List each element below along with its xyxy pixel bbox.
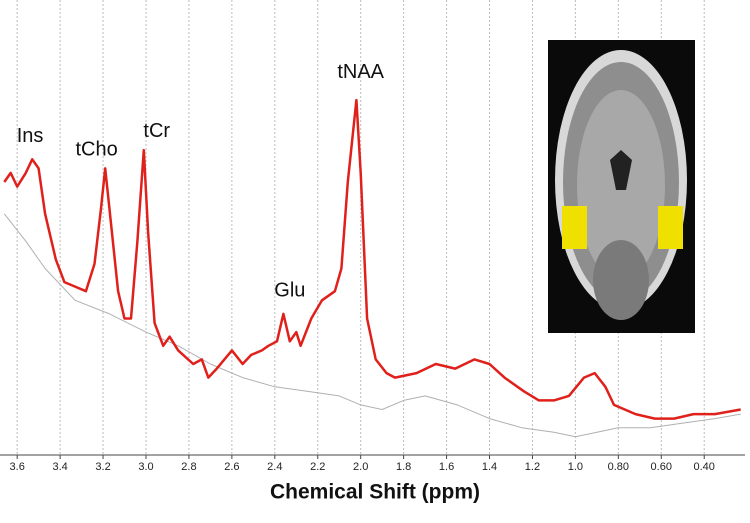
x-tick-label: 2.6 [224,461,239,473]
x-tick-label: 3.2 [95,461,110,473]
x-tick-label: 1.6 [439,461,454,473]
x-tick-label: 3.4 [52,461,67,473]
x-tick-label: 2.4 [267,461,282,473]
x-tick-label: 1.8 [396,461,411,473]
x-tick-label: 1.4 [482,461,497,473]
peak-label: tNAA [337,61,384,83]
x-tick-label: 0.80 [608,461,629,473]
spectrum-line [3,98,741,420]
x-tick-label: 0.40 [693,461,714,473]
x-axis-title: Chemical Shift (ppm) [270,481,480,504]
x-tick-label: 2.0 [353,461,368,473]
peak-label: tCho [75,138,117,160]
x-tick-label: 1.2 [525,461,540,473]
x-tick-label: 1.0 [568,461,583,473]
x-tick-label: 3.6 [10,461,25,473]
x-tick-label: 0.60 [651,461,672,473]
peak-label: Ins [17,125,44,147]
peak-label: Glu [274,279,305,301]
brain-inset [548,40,695,333]
x-tick-label: 2.8 [181,461,196,473]
peak-label: tCr [143,120,170,142]
spectrum-line [3,213,741,438]
x-tick-label: 2.2 [310,461,325,473]
x-tick-label: 3.0 [138,461,153,473]
